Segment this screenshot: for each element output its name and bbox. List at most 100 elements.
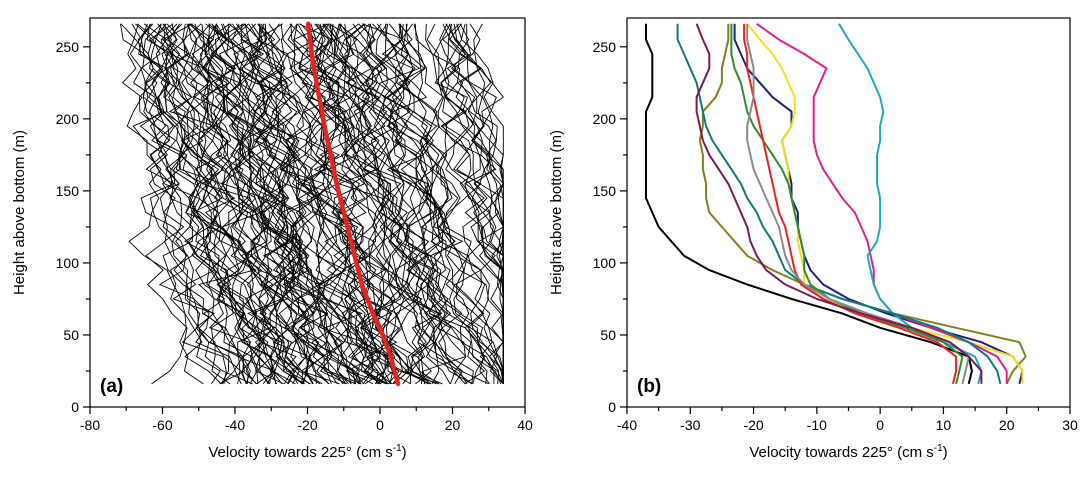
ensemble-profile-line: [120, 23, 231, 385]
y-tick-label: 150: [56, 183, 80, 199]
ensemble-profile-line: [161, 23, 283, 385]
ensemble-profile-line: [139, 23, 241, 384]
ensemble-profile-line: [138, 23, 270, 385]
profile-line-8: [730, 23, 964, 385]
ensemble-profile-line: [132, 23, 253, 385]
ensemble-profile-line: [121, 23, 204, 385]
ensemble-profile-line: [129, 23, 257, 385]
ensemble-profile-line: [434, 23, 504, 384]
ensemble-profile-line: [442, 23, 504, 384]
y-tick-label: 0: [608, 399, 616, 415]
ensemble-profile-line: [330, 23, 486, 385]
ensemble-profile-line: [163, 23, 274, 385]
ensemble-profile-line: [138, 23, 244, 385]
ensemble-profile-line: [166, 23, 289, 385]
profile-line-3: [698, 23, 1027, 385]
ensemble-profile-line: [446, 23, 504, 384]
ensemble-profile-line: [376, 23, 443, 385]
ensemble-profile-line: [311, 23, 380, 384]
profile-line-6: [838, 23, 983, 385]
ensemble-profile-line: [131, 23, 227, 384]
x-axis-title-main: Velocity towards 225° (cm s: [208, 444, 392, 461]
ensemble-profile-line: [304, 23, 385, 385]
ensemble-profile-line: [381, 23, 452, 385]
x-tick-label: -40: [617, 417, 637, 433]
y-axis-title: Height above bottom (m): [11, 130, 28, 295]
x-axis-title: Velocity towards 225° (cm s-1): [749, 443, 947, 461]
ensemble-profile-line: [163, 23, 247, 385]
ensemble-profile-line: [352, 23, 403, 385]
ensemble-profile-line: [209, 23, 345, 385]
ensemble-profile-line: [296, 23, 372, 385]
ensemble-profile-line: [157, 23, 299, 385]
ensemble-profile-line: [253, 23, 330, 385]
ensemble-profile-line: [201, 23, 360, 385]
ensemble-profile-line: [140, 23, 242, 385]
ensemble-profile-line: [143, 23, 221, 385]
x-axis-title: Velocity towards 225° (cm s-1): [208, 443, 406, 461]
panel-label: (b): [637, 376, 661, 397]
y-tick-label: 100: [56, 255, 80, 271]
ensemble-profile-line: [301, 23, 363, 384]
x-tick-label: 10: [936, 417, 952, 433]
x-axis-title-superscript: -1: [393, 443, 402, 454]
ensemble-profile-line: [233, 23, 388, 385]
ensemble-profile-line: [256, 23, 332, 385]
x-tick-label: -80: [80, 417, 100, 433]
ensemble-profile-line: [401, 23, 504, 384]
ensemble-profile-line: [374, 23, 502, 385]
ensemble-profile-line: [345, 23, 410, 385]
ensemble-profile-line: [413, 23, 504, 385]
y-tick-label: 50: [63, 327, 79, 343]
plot-area: [120, 21, 504, 387]
y-tick-label: 100: [593, 255, 617, 271]
ensemble-profile-line: [322, 23, 473, 385]
x-tick-label: -20: [297, 417, 317, 433]
ensemble-profile-line: [381, 23, 504, 385]
ensemble-profile-line: [189, 23, 263, 385]
ensemble-profile-line: [160, 23, 249, 384]
ensemble-profile-line: [382, 23, 437, 385]
ensemble-profile-line: [338, 23, 443, 385]
ensemble-profile-line: [248, 23, 348, 385]
x-tick-label: 20: [445, 417, 461, 433]
mean-profile-line: [305, 21, 401, 387]
ensemble-profile-line: [195, 23, 276, 385]
x-tick-label: 40: [517, 417, 533, 433]
ensemble-profile-line: [346, 23, 440, 385]
ensemble-profile-line: [252, 23, 387, 385]
y-tick-label: 200: [593, 111, 617, 127]
ensemble-profile-line: [375, 23, 504, 384]
ensemble-profile-line: [256, 23, 394, 384]
profile-line-5: [756, 22, 1008, 384]
ensemble-profile-line: [353, 23, 432, 385]
ensemble-profile-line: [335, 23, 473, 385]
profile-line-9: [743, 23, 958, 385]
ensemble-profile-line: [201, 23, 321, 385]
chart-panel-a: -80 -60 -40 -20 0 20 40 0 50 100 150 200 250 Velocity…: [11, 17, 533, 461]
y-tick-label: 150: [593, 183, 617, 199]
y-tick-label: 50: [600, 327, 616, 343]
chart-panel-b: -40 -30 -20 -10 0 10 20 30 0 50 100 150 200 250 Veloci…: [548, 17, 1078, 461]
x-axis-title-close: ): [943, 444, 948, 461]
y-tick-label: 250: [56, 39, 80, 55]
profile-line-1: [645, 23, 973, 385]
ensemble-profile-line: [338, 23, 474, 384]
x-tick-label: 30: [1062, 417, 1078, 433]
ensemble-profile-line: [362, 23, 486, 385]
x-tick-label: -40: [225, 417, 245, 433]
x-axis-title-close: ): [402, 444, 407, 461]
ensemble-profile-line: [243, 23, 330, 385]
ensemble-profile-line: [235, 23, 374, 385]
panel-label: (a): [100, 376, 123, 397]
ensemble-profile-line: [190, 23, 273, 385]
ensemble-profile-line: [183, 23, 304, 385]
ensemble-profile-line: [395, 23, 466, 384]
ensemble-profile-line: [258, 23, 440, 385]
plot-area: [645, 22, 1027, 385]
x-tick-label: -60: [152, 417, 172, 433]
ensemble-profile-line: [297, 23, 414, 385]
ensemble-profile-line: [168, 23, 311, 385]
y-tick-label: 0: [71, 399, 79, 415]
profile-line-11: [695, 23, 983, 384]
